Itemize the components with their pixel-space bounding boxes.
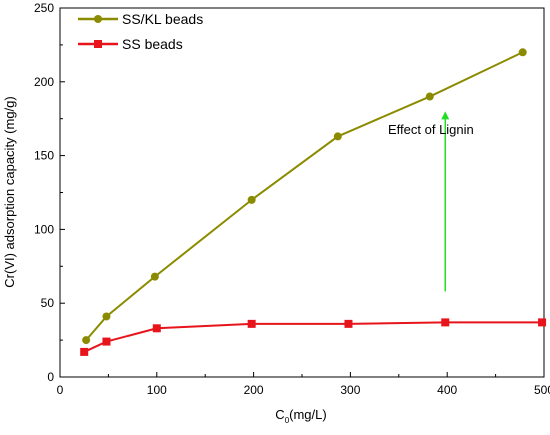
series-0-point-0 xyxy=(82,336,91,345)
x-tick-label-4: 400 xyxy=(437,383,457,397)
x-axis-label-unit: (mg/L) xyxy=(289,407,327,422)
legend-marker-ss-kl xyxy=(94,15,102,23)
series-1-point-5 xyxy=(441,318,450,327)
x-axis-label: C0(mg/L) xyxy=(275,407,326,425)
series-1-point-6 xyxy=(538,318,547,327)
series-1-point-3 xyxy=(247,319,256,328)
series-line-0 xyxy=(85,51,524,341)
series-0-point-3 xyxy=(247,195,256,204)
legend-marker-ss xyxy=(94,40,102,48)
series-0-point-2 xyxy=(150,272,159,281)
y-axis-label: Cr(VI) adsorption capacity (mg/g) xyxy=(2,96,17,287)
series-0-point-1 xyxy=(102,312,111,321)
legend-label-ss-kl: SS/KL beads xyxy=(122,11,203,27)
annotation-arrowhead xyxy=(441,111,450,120)
x-tick-label-5: 500 xyxy=(534,383,550,397)
x-tick-label-2: 200 xyxy=(244,383,264,397)
series-1-point-2 xyxy=(152,324,161,333)
y-tick-label-5: 250 xyxy=(34,1,54,15)
x-tick-label-3: 300 xyxy=(340,383,360,397)
series-1-point-1 xyxy=(102,337,111,346)
x-axis-label-main: C xyxy=(275,407,284,422)
series-0-point-4 xyxy=(333,132,342,141)
y-tick-label-1: 50 xyxy=(41,296,55,310)
series-0-point-5 xyxy=(425,92,434,101)
x-tick-label-1: 100 xyxy=(147,383,167,397)
y-tick-label-3: 150 xyxy=(34,149,54,163)
annotation-text: Effect of Lignin xyxy=(388,122,474,137)
x-axis-label-subscript: 0 xyxy=(285,416,290,425)
series-1-point-4 xyxy=(344,319,353,328)
y-tick-label-2: 100 xyxy=(34,222,54,236)
series-0-point-6 xyxy=(518,48,527,57)
y-tick-label-0: 0 xyxy=(47,370,54,384)
legend-label-ss: SS beads xyxy=(122,36,183,52)
x-tick-label-0: 0 xyxy=(57,383,64,397)
series-1-point-0 xyxy=(80,347,89,356)
y-tick-label-4: 200 xyxy=(34,75,54,89)
